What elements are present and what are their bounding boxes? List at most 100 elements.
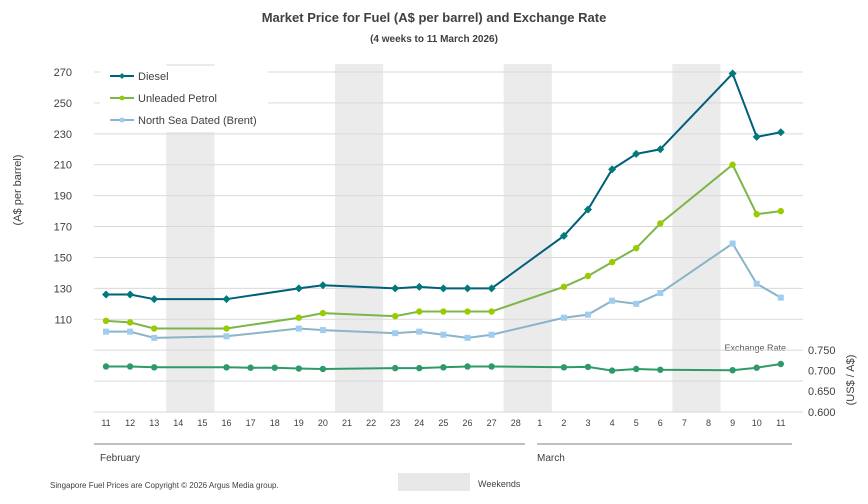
data-point xyxy=(222,295,231,304)
data-point xyxy=(633,365,640,373)
x-tick-label: 14 xyxy=(173,418,183,428)
y-tick-label: 110 xyxy=(54,314,72,326)
data-point xyxy=(608,258,616,266)
data-point xyxy=(584,363,592,371)
data-point xyxy=(416,364,423,372)
y-tick-label: 270 xyxy=(54,67,72,79)
data-point xyxy=(295,325,302,332)
data-point xyxy=(416,308,423,315)
data-point xyxy=(633,300,640,307)
data-point xyxy=(318,281,327,290)
data-point xyxy=(126,319,134,326)
y2-axis-label: (US$ / A$) xyxy=(845,355,857,406)
x-tick-label: 2 xyxy=(561,418,566,428)
x-tick-label: 19 xyxy=(294,418,304,428)
y-axis-label: (A$ per barrel) xyxy=(12,155,24,226)
x-tick-label: 16 xyxy=(221,418,231,428)
x-tick-label: 21 xyxy=(342,418,352,428)
data-point xyxy=(729,161,736,168)
data-point xyxy=(729,240,736,247)
x-tick-label: 8 xyxy=(706,418,711,428)
data-point xyxy=(150,295,159,304)
x-tick-label: 12 xyxy=(125,418,135,428)
y-tick-label: 130 xyxy=(54,283,72,295)
data-point xyxy=(127,328,134,335)
x-tick-label: 26 xyxy=(462,418,472,428)
month-label-february: February xyxy=(100,453,140,464)
data-point xyxy=(777,294,784,301)
x-tick-label: 27 xyxy=(487,418,497,428)
y2-tick-label: 0.750 xyxy=(808,345,836,357)
data-point xyxy=(391,284,400,293)
x-tick-label: 23 xyxy=(390,418,400,428)
x-tick-label: 6 xyxy=(658,418,663,428)
weekend-legend-swatch xyxy=(398,473,470,491)
data-point xyxy=(223,333,230,340)
y-tick-label: 250 xyxy=(54,98,72,110)
data-point xyxy=(223,364,230,371)
chart-title: Market Price for Fuel (A$ per barrel) an… xyxy=(262,10,607,25)
data-point xyxy=(776,128,785,137)
data-point xyxy=(656,145,665,154)
data-point xyxy=(151,334,158,341)
x-tick-label: 5 xyxy=(634,418,639,428)
x-tick-label: 11 xyxy=(101,418,110,428)
y-tick-label: 190 xyxy=(54,191,72,203)
data-point xyxy=(488,308,495,315)
x-tick-label: 20 xyxy=(318,418,328,428)
data-point xyxy=(295,365,302,372)
legend-marker xyxy=(119,73,125,79)
data-point xyxy=(608,165,617,174)
data-point xyxy=(126,290,135,299)
data-point xyxy=(295,314,302,321)
data-point xyxy=(559,231,568,240)
exchange-rate-title: Exchange Rate xyxy=(724,343,786,353)
data-point xyxy=(464,363,471,370)
y2-tick-label: 0.700 xyxy=(808,366,836,378)
data-point xyxy=(560,364,568,371)
x-tick-label: 25 xyxy=(438,418,448,428)
data-point xyxy=(440,331,447,338)
y-tick-label: 230 xyxy=(54,129,72,141)
data-point xyxy=(271,364,278,371)
data-point xyxy=(294,284,303,293)
data-point xyxy=(608,367,616,374)
x-tick-label: 28 xyxy=(511,418,521,428)
data-point xyxy=(777,360,784,368)
data-point xyxy=(464,308,471,315)
data-point xyxy=(103,328,109,335)
y-tick-label: 210 xyxy=(54,160,72,172)
y-tick-label: 170 xyxy=(54,222,72,234)
data-point xyxy=(488,331,495,338)
data-point xyxy=(223,325,230,332)
data-point xyxy=(728,69,737,78)
data-point xyxy=(319,365,327,373)
data-point xyxy=(729,366,736,374)
legend-marker xyxy=(119,95,125,101)
copyright-footer: Singapore Fuel Prices are Copyright © 20… xyxy=(50,481,279,490)
data-point xyxy=(657,366,664,373)
data-point xyxy=(415,282,424,291)
data-point xyxy=(753,210,760,218)
data-point xyxy=(319,327,326,334)
data-point xyxy=(151,364,158,371)
data-point xyxy=(151,325,158,332)
data-point xyxy=(319,309,327,317)
legend-label: North Sea Dated (Brent) xyxy=(138,115,257,127)
data-point xyxy=(633,244,640,252)
x-tick-label: 15 xyxy=(197,418,207,428)
data-point xyxy=(609,297,616,304)
weekend-legend-label: Weekends xyxy=(478,479,521,489)
data-point xyxy=(752,132,761,141)
x-tick-label: 11 xyxy=(776,418,785,428)
data-point xyxy=(560,314,567,321)
x-tick-label: 13 xyxy=(149,418,159,428)
data-point xyxy=(247,364,254,371)
y-tick-label: 150 xyxy=(54,252,72,264)
y2-tick-label: 0.600 xyxy=(808,407,836,419)
legend-label: Unleaded Petrol xyxy=(138,93,217,105)
x-tick-label: 1 xyxy=(537,418,542,428)
chart-subtitle: (4 weeks to 11 March 2026) xyxy=(370,34,498,45)
